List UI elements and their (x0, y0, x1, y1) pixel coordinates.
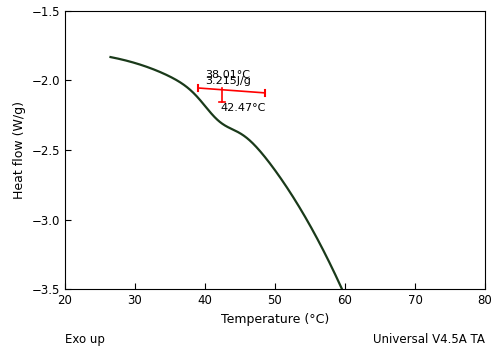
Text: 42.47°C: 42.47°C (220, 103, 266, 113)
Text: Exo up: Exo up (65, 333, 105, 346)
Y-axis label: Heat flow (W/g): Heat flow (W/g) (13, 101, 26, 199)
Text: 38.01°C: 38.01°C (205, 70, 250, 79)
Text: Universal V4.5A TA: Universal V4.5A TA (373, 333, 485, 346)
Text: 3.215J/g: 3.215J/g (205, 77, 251, 86)
X-axis label: Temperature (°C): Temperature (°C) (221, 313, 329, 326)
